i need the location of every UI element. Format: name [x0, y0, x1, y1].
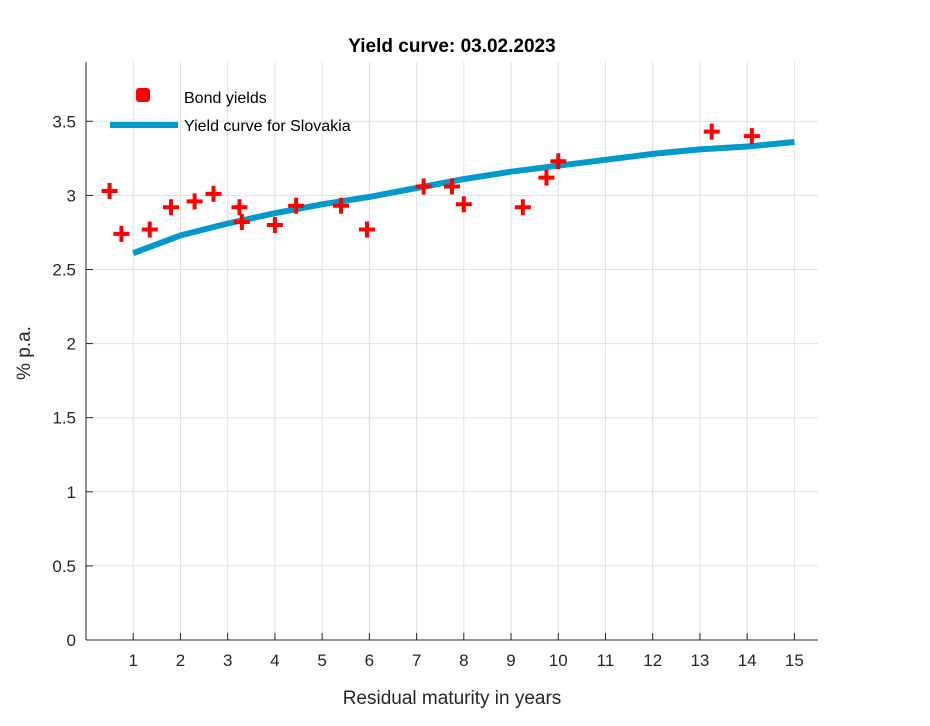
y-tick-label: 3: [67, 186, 76, 205]
legend: Bond yields Yield curve for Slovakia: [110, 88, 351, 135]
bond-yield-marker: [288, 197, 305, 214]
bond-yield-marker: [163, 199, 180, 216]
axes-layer: [85, 62, 818, 641]
y-tick-label: 3.5: [52, 112, 76, 131]
x-tick-label: 7: [412, 651, 421, 670]
x-tick-label: 10: [549, 651, 568, 670]
bond-yield-marker: [703, 123, 720, 140]
y-tick-label: 0.5: [52, 557, 76, 576]
x-tick-label: 2: [176, 651, 185, 670]
x-axis-title: Residual maturity in years: [343, 688, 562, 709]
legend-marker-bond-yields: [136, 88, 150, 102]
legend-label-bond-yields: Bond yields: [184, 90, 267, 107]
bond-yield-marker: [455, 196, 472, 213]
x-tick-label: 14: [738, 651, 757, 670]
bond-yield-marker: [101, 182, 118, 199]
x-tick-label: 9: [506, 651, 515, 670]
bond-yield-marker: [514, 199, 531, 216]
y-tick-label: 0: [67, 631, 76, 650]
bond-yield-marker: [141, 221, 158, 238]
y-axis-title: % p.a.: [14, 326, 35, 380]
x-tick-label: 11: [597, 651, 615, 670]
markers-layer: [101, 123, 760, 242]
y-tick-label: 1: [67, 483, 76, 502]
y-tick-label: 2: [67, 335, 76, 354]
bond-yield-marker: [444, 178, 460, 195]
x-tick-label: 6: [365, 651, 374, 670]
bond-yield-marker: [113, 225, 130, 242]
bond-yield-marker: [538, 169, 555, 186]
x-tick-label: 12: [643, 651, 662, 670]
bond-yield-marker: [415, 178, 432, 195]
x-tick-label: 15: [785, 651, 804, 670]
bond-yield-marker: [550, 153, 567, 170]
bond-yield-marker: [205, 185, 222, 202]
bond-yield-marker: [333, 197, 350, 214]
chart-title: Yield curve: 03.02.2023: [348, 36, 555, 57]
bond-yield-marker: [266, 217, 283, 234]
legend-label-yield-curve: Yield curve for Slovakia: [184, 118, 351, 135]
y-tick-label: 2.5: [52, 260, 76, 279]
x-tick-label: 1: [128, 651, 137, 670]
x-tick-label: 13: [690, 651, 709, 670]
bond-yield-marker: [358, 221, 375, 238]
y-tick-label: 1.5: [52, 409, 76, 428]
bond-yield-marker: [743, 128, 760, 145]
x-tick-label: 4: [270, 651, 279, 670]
x-tick-label: 8: [459, 651, 468, 670]
bond-yield-marker: [231, 199, 248, 216]
bond-yield-marker: [233, 214, 250, 231]
x-tick-label: 5: [317, 651, 326, 670]
x-tick-label: 3: [223, 651, 232, 670]
bond-yield-marker: [186, 193, 203, 210]
